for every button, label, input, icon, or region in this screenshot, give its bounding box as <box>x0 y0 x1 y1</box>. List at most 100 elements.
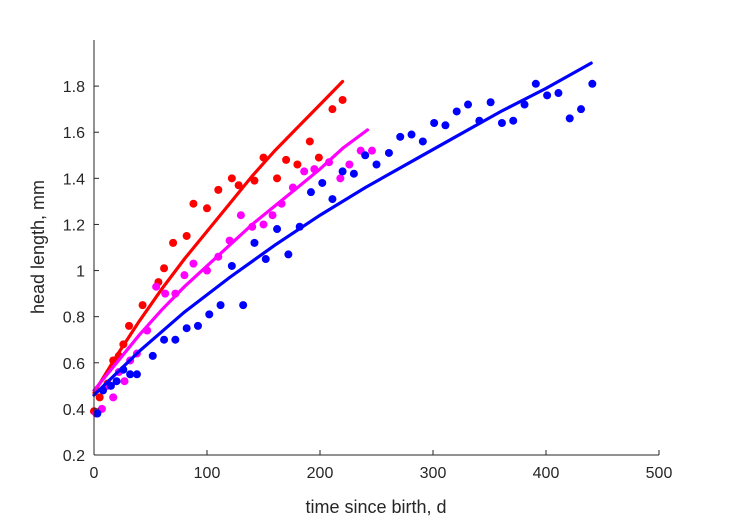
data-point <box>430 119 439 127</box>
data-point <box>543 91 552 100</box>
data-point <box>367 146 376 155</box>
fit-line <box>92 128 370 392</box>
data-point <box>520 100 529 109</box>
y-tick-label: 1.8 <box>63 79 85 96</box>
data-point <box>250 238 259 247</box>
data-point <box>182 231 191 240</box>
data-point <box>531 79 540 88</box>
data-point <box>361 151 370 160</box>
data-point <box>193 321 202 330</box>
data-point <box>273 174 282 183</box>
data-point <box>318 178 327 187</box>
y-tick-label: 0.6 <box>63 356 85 373</box>
data-point <box>305 137 314 146</box>
data-point <box>125 321 134 330</box>
data-point <box>160 335 169 344</box>
data-point <box>588 79 597 88</box>
data-point <box>452 107 461 116</box>
data-point <box>227 261 236 270</box>
data-point <box>282 155 291 164</box>
data-point <box>112 377 121 386</box>
data-point <box>259 220 268 229</box>
data-point <box>236 211 245 220</box>
y-axis-ticks: 0.2 0.4 0.6 0.8 1 1.2 1.4 1.6 1.8 <box>63 79 99 465</box>
x-tick-label: 100 <box>194 465 221 482</box>
data-point <box>214 185 223 194</box>
y-tick-label: 1.6 <box>63 125 85 142</box>
data-point <box>182 324 191 333</box>
y-tick-label: 0.4 <box>63 402 85 419</box>
data-point <box>180 271 189 280</box>
y-axis-title: head length, mm <box>28 180 48 314</box>
data-point <box>384 148 393 157</box>
x-tick-label: 400 <box>533 465 560 482</box>
series-layer <box>90 61 597 418</box>
fit-line <box>92 61 593 397</box>
data-point <box>239 301 248 310</box>
data-point <box>349 169 358 178</box>
series-0 <box>90 79 347 416</box>
data-point <box>216 301 225 310</box>
data-point <box>189 199 198 208</box>
data-point <box>577 105 586 114</box>
y-tick-label: 1.2 <box>63 217 85 234</box>
data-point <box>126 370 135 379</box>
data-point <box>293 160 302 169</box>
data-point <box>261 255 270 264</box>
data-point <box>138 301 147 310</box>
data-point <box>161 289 170 298</box>
data-point <box>306 188 315 197</box>
data-point <box>132 370 141 379</box>
x-tick-label: 200 <box>307 465 334 482</box>
data-point <box>152 282 161 291</box>
data-point <box>227 174 236 183</box>
data-point <box>509 116 518 125</box>
x-axis-ticks: 0 100 200 300 400 500 <box>90 450 673 482</box>
data-point <box>109 393 118 402</box>
data-point <box>189 259 198 268</box>
data-point <box>95 393 104 402</box>
y-tick-label: 0.2 <box>63 448 85 465</box>
data-point <box>250 176 259 185</box>
data-point <box>338 95 347 104</box>
data-point <box>336 174 345 183</box>
data-point <box>93 409 102 418</box>
data-point <box>441 121 450 130</box>
x-tick-label: 0 <box>90 465 99 482</box>
data-point <box>396 132 405 141</box>
x-tick-label: 300 <box>420 465 447 482</box>
data-point <box>464 100 473 109</box>
data-point <box>565 114 574 123</box>
data-point <box>372 160 381 169</box>
data-point <box>338 167 347 176</box>
fit-line <box>92 79 345 395</box>
data-point <box>328 195 337 204</box>
data-point <box>284 250 293 259</box>
data-point <box>554 89 563 98</box>
series-2 <box>92 61 597 418</box>
data-point <box>106 381 115 390</box>
data-point <box>203 204 211 213</box>
data-point <box>300 167 309 176</box>
x-axis-title: time since birth, d <box>305 497 446 517</box>
data-point <box>328 105 337 114</box>
data-point <box>314 153 323 162</box>
data-point <box>273 225 282 234</box>
data-point <box>497 119 506 127</box>
data-point <box>160 264 169 273</box>
data-point <box>234 181 243 190</box>
data-point <box>486 98 495 107</box>
data-point <box>407 130 416 139</box>
data-point <box>171 335 180 344</box>
data-point <box>268 211 277 220</box>
data-point <box>169 238 178 247</box>
data-point <box>345 160 354 169</box>
data-point <box>120 377 129 386</box>
y-tick-label: 0.8 <box>63 310 85 327</box>
x-tick-label: 500 <box>646 465 673 482</box>
y-tick-label: 1 <box>76 264 85 281</box>
data-point <box>205 310 214 319</box>
data-point <box>418 137 427 146</box>
